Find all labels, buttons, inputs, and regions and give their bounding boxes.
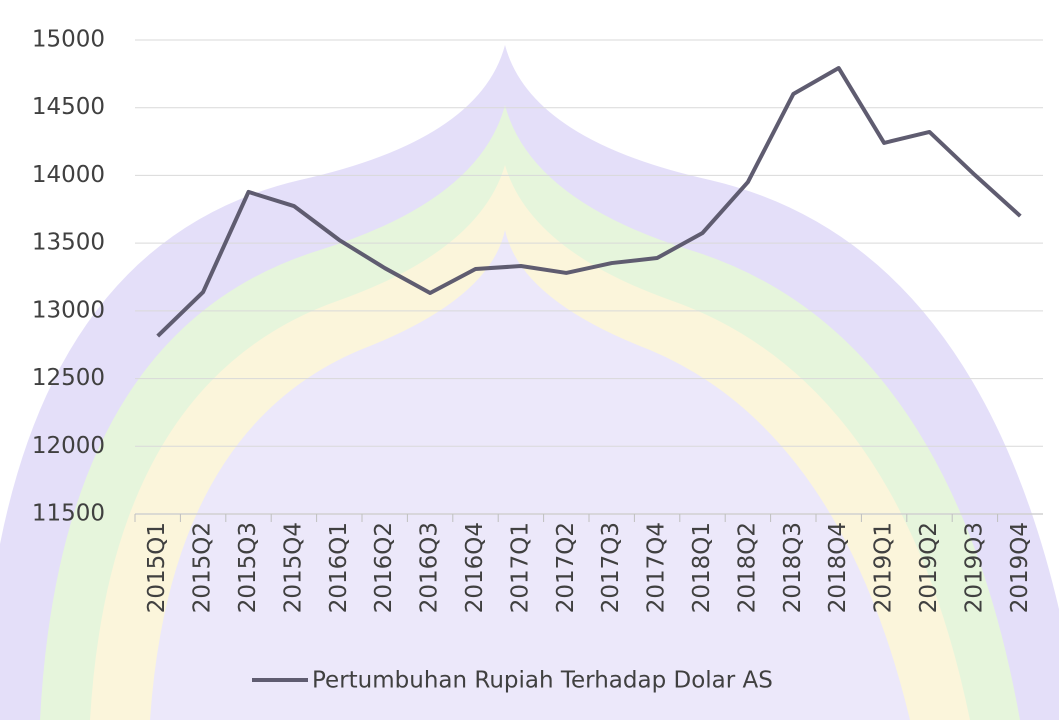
watermark [0,45,1059,720]
x-tick-label: 2019Q2 [916,522,942,613]
x-tick-label: 2018Q3 [780,522,806,613]
x-tick-label: 2016Q2 [371,522,397,613]
y-tick-label: 14500 [32,94,105,120]
y-tick-label: 15000 [32,27,105,53]
x-tick-label: 2017Q2 [553,522,579,613]
y-tick-label: 13000 [32,297,105,323]
y-tick-label: 12500 [32,365,105,391]
y-tick-label: 14000 [32,162,105,188]
y-tick-label: 11500 [32,501,105,527]
x-tick-label: 2015Q1 [144,522,170,613]
x-tick-label: 2018Q2 [734,522,760,613]
x-tick-label: 2018Q1 [689,522,715,613]
x-tick-label: 2017Q4 [644,522,670,613]
legend-label: Pertumbuhan Rupiah Terhadap Dolar AS [312,668,773,694]
x-tick-label: 2018Q4 [825,522,851,613]
x-tick-label: 2015Q4 [280,522,306,613]
x-tick-label: 2016Q4 [462,522,488,613]
x-tick-label: 2017Q1 [507,522,533,613]
x-tick-label: 2016Q1 [326,522,352,613]
y-tick-label: 12000 [32,433,105,459]
x-tick-label: 2019Q1 [871,522,897,613]
y-tick-label: 13500 [32,230,105,256]
x-tick-label: 2016Q3 [417,522,443,613]
page: {"chart_data": {"type": "line", "categor… [0,0,1059,720]
x-tick-label: 2019Q3 [961,522,987,613]
chart: 11500 12000 12500 13000 13500 14000 14500 15000… [0,0,1059,720]
x-tick-label: 2019Q4 [1007,522,1033,613]
x-tick-label: 2017Q3 [598,522,624,613]
x-tick-label: 2015Q2 [190,522,216,613]
x-tick-label: 2015Q3 [235,522,261,613]
